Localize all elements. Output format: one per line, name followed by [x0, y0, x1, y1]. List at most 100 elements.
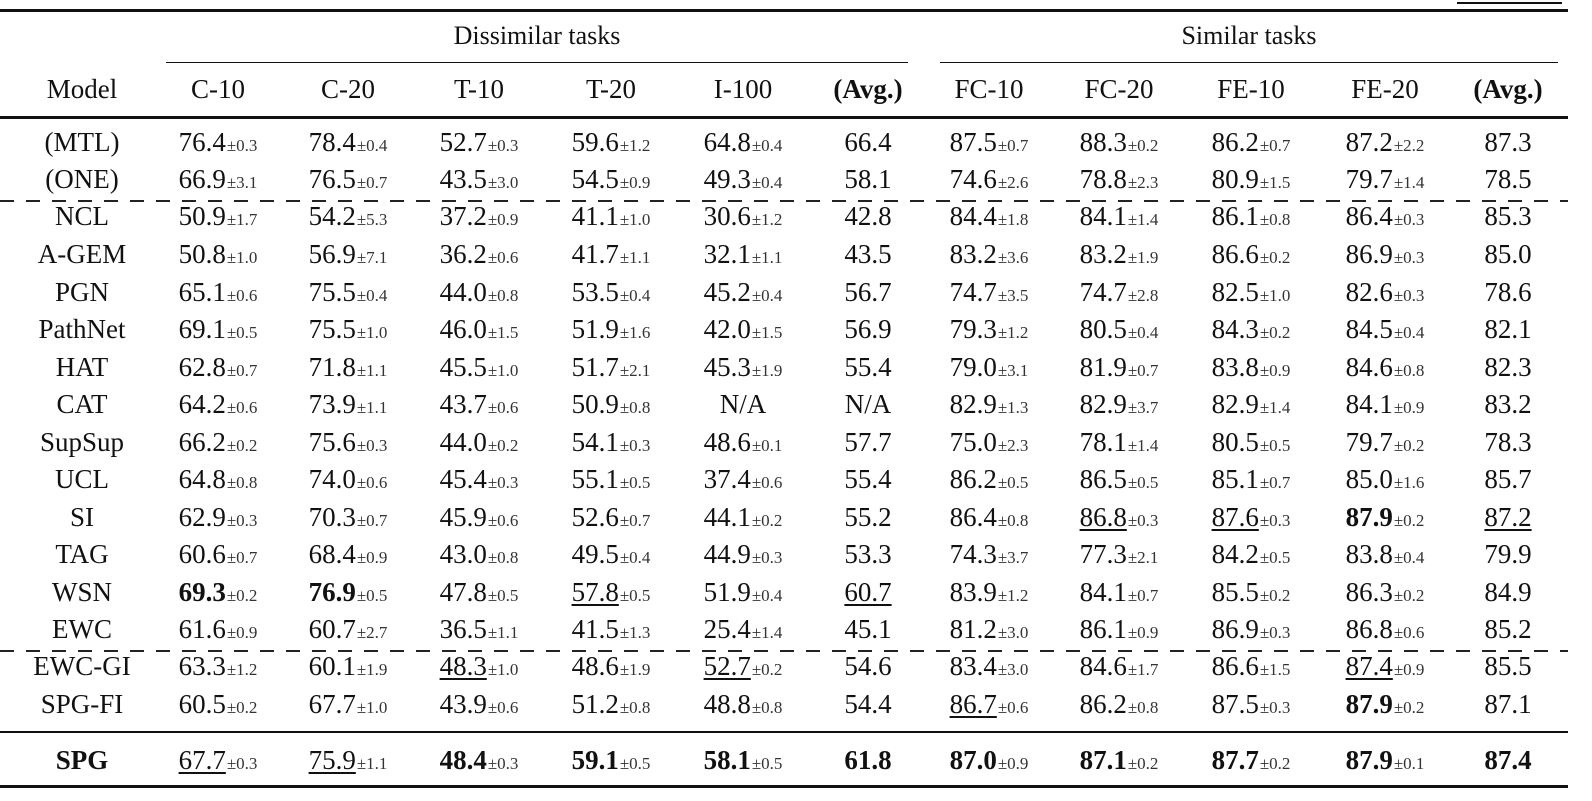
cell-c10: 64.8±0.8 [179, 461, 258, 497]
cell-fe20: 79.7±1.4 [1346, 161, 1425, 197]
cell-t20: 50.9±0.8 [572, 386, 651, 422]
cell-value: 68.4 [308, 539, 356, 569]
cell-value: 86.3 [1345, 577, 1393, 607]
cell-std: ±0.4 [619, 548, 651, 567]
cell-std: ±1.0 [619, 210, 651, 229]
cell-fc10: 74.6±2.6 [950, 161, 1029, 197]
cell-value: 79.3 [949, 314, 997, 344]
cell-c20: 60.1±1.9 [309, 648, 388, 684]
cell-t10: 46.0±1.5 [440, 311, 519, 347]
cell-value: 84.2 [1211, 539, 1259, 569]
cell-fc20: 80.5±0.4 [1080, 311, 1159, 347]
cell-avg-similar: 85.0 [1484, 236, 1531, 272]
cell-fe20: 86.8±0.6 [1346, 611, 1425, 647]
cell-c20: 68.4±0.9 [309, 536, 388, 572]
cell-std: ±0.7 [356, 511, 388, 530]
cell-c10: 62.9±0.3 [179, 499, 258, 535]
cell-i100: N/A [720, 386, 767, 422]
col-header-model: Model [46, 74, 118, 104]
cell-value: 45.9 [439, 502, 487, 532]
cell-fc10: 86.4±0.8 [950, 499, 1029, 535]
cell-value: 86.8 [1345, 614, 1393, 644]
cell-std: ±1.3 [619, 623, 651, 642]
cell-std: ±0.9 [997, 754, 1029, 773]
cell-i100: 37.4±0.6 [704, 461, 783, 497]
cell-value: 86.2 [949, 464, 997, 494]
cell-avg-similar: 87.4 [1484, 742, 1531, 778]
cell-value: 48.3 [439, 651, 487, 681]
cell-std: ±0.9 [1127, 623, 1159, 642]
cell-value: 55.4 [844, 464, 892, 494]
cell-value: 51.9 [571, 314, 619, 344]
cell-std: ±0.6 [226, 286, 258, 305]
cell-value: 84.4 [949, 201, 997, 231]
cell-i100: 58.1±0.5 [704, 742, 783, 778]
cell-value: 82.3 [1484, 352, 1532, 382]
cell-t10: 43.5±3.0 [440, 161, 519, 197]
cell-std: ±3.7 [1127, 398, 1159, 417]
cell-value: 82.9 [1211, 389, 1259, 419]
cell-value: 56.9 [308, 239, 356, 269]
cell-avg-dissimilar: 55.2 [844, 499, 891, 535]
cell-i100: 44.1±0.2 [704, 499, 783, 535]
cell-std: ±1.5 [487, 323, 519, 342]
cell-value: 84.6 [1079, 651, 1127, 681]
caption-underline [1457, 2, 1562, 4]
cell-std: ±1.2 [226, 660, 258, 679]
cell-value: 55.2 [844, 502, 892, 532]
cell-std: ±0.5 [619, 754, 651, 773]
cell-value: 60.6 [178, 539, 226, 569]
cell-value: 87.1 [1079, 745, 1127, 775]
cell-fc20: 84.1±0.7 [1080, 574, 1159, 610]
cell-fe10: 86.1±0.8 [1212, 198, 1291, 234]
cell-fe20: 87.9±0.1 [1346, 742, 1425, 778]
cell-fe10: 87.7±0.2 [1212, 742, 1291, 778]
cell-c10: 66.9±3.1 [179, 161, 258, 197]
cell-value: 66.9 [178, 164, 226, 194]
cell-std: ±1.4 [751, 623, 783, 642]
cell-std: ±0.2 [487, 436, 519, 455]
cell-t20: 57.8±0.5 [572, 574, 651, 610]
cell-fc20: 74.7±2.8 [1080, 274, 1159, 310]
cell-std: ±0.8 [1259, 210, 1291, 229]
cell-value: 51.9 [703, 577, 751, 607]
cell-std: ±0.3 [1259, 511, 1291, 530]
cell-value: 53.3 [844, 539, 892, 569]
cell-value: 79.0 [949, 352, 997, 382]
cell-c10: 65.1±0.6 [179, 274, 258, 310]
cell-t20: 59.6±1.2 [572, 124, 651, 160]
cell-avg-similar: 85.7 [1484, 461, 1531, 497]
cell-std: ±0.3 [1393, 286, 1425, 305]
cell-std: ±1.0 [487, 660, 519, 679]
cell-c20: 74.0±0.6 [309, 461, 388, 497]
cell-std: ±1.4 [1259, 398, 1291, 417]
cell-fe20: 86.9±0.3 [1346, 236, 1425, 272]
cell-std: ±0.8 [751, 698, 783, 717]
cell-fc10: 82.9±1.3 [950, 386, 1029, 422]
cell-avg-dissimilar: 56.7 [844, 274, 891, 310]
cell-fe20: 79.7±0.2 [1346, 424, 1425, 460]
cell-std: ±3.0 [997, 623, 1029, 642]
cell-value: 80.5 [1211, 427, 1259, 457]
cell-c20: 67.7±1.0 [309, 686, 388, 722]
cell-value: 52.7 [703, 651, 751, 681]
cell-value: 41.5 [571, 614, 619, 644]
cell-std: ±3.1 [997, 361, 1029, 380]
cell-value: 56.9 [844, 314, 892, 344]
cell-t10: 52.7±0.3 [440, 124, 519, 160]
cell-std: ±1.1 [619, 248, 651, 267]
cell-std: ±0.2 [1259, 754, 1291, 773]
cell-value: 84.1 [1079, 577, 1127, 607]
cell-fe10: 86.6±1.5 [1212, 648, 1291, 684]
cell-t20: 54.1±0.3 [572, 424, 651, 460]
cell-value: 76.5 [308, 164, 356, 194]
cell-fe20: 84.5±0.4 [1346, 311, 1425, 347]
cell-value: 87.2 [1345, 127, 1393, 157]
cell-std: ±0.2 [1259, 586, 1291, 605]
cell-value: 54.5 [571, 164, 619, 194]
cell-std: ±0.8 [619, 698, 651, 717]
cell-fc10: 79.3±1.2 [950, 311, 1029, 347]
cell-std: ±0.6 [1393, 623, 1425, 642]
cell-value: 56.7 [844, 277, 892, 307]
cell-t10: 44.0±0.2 [440, 424, 519, 460]
